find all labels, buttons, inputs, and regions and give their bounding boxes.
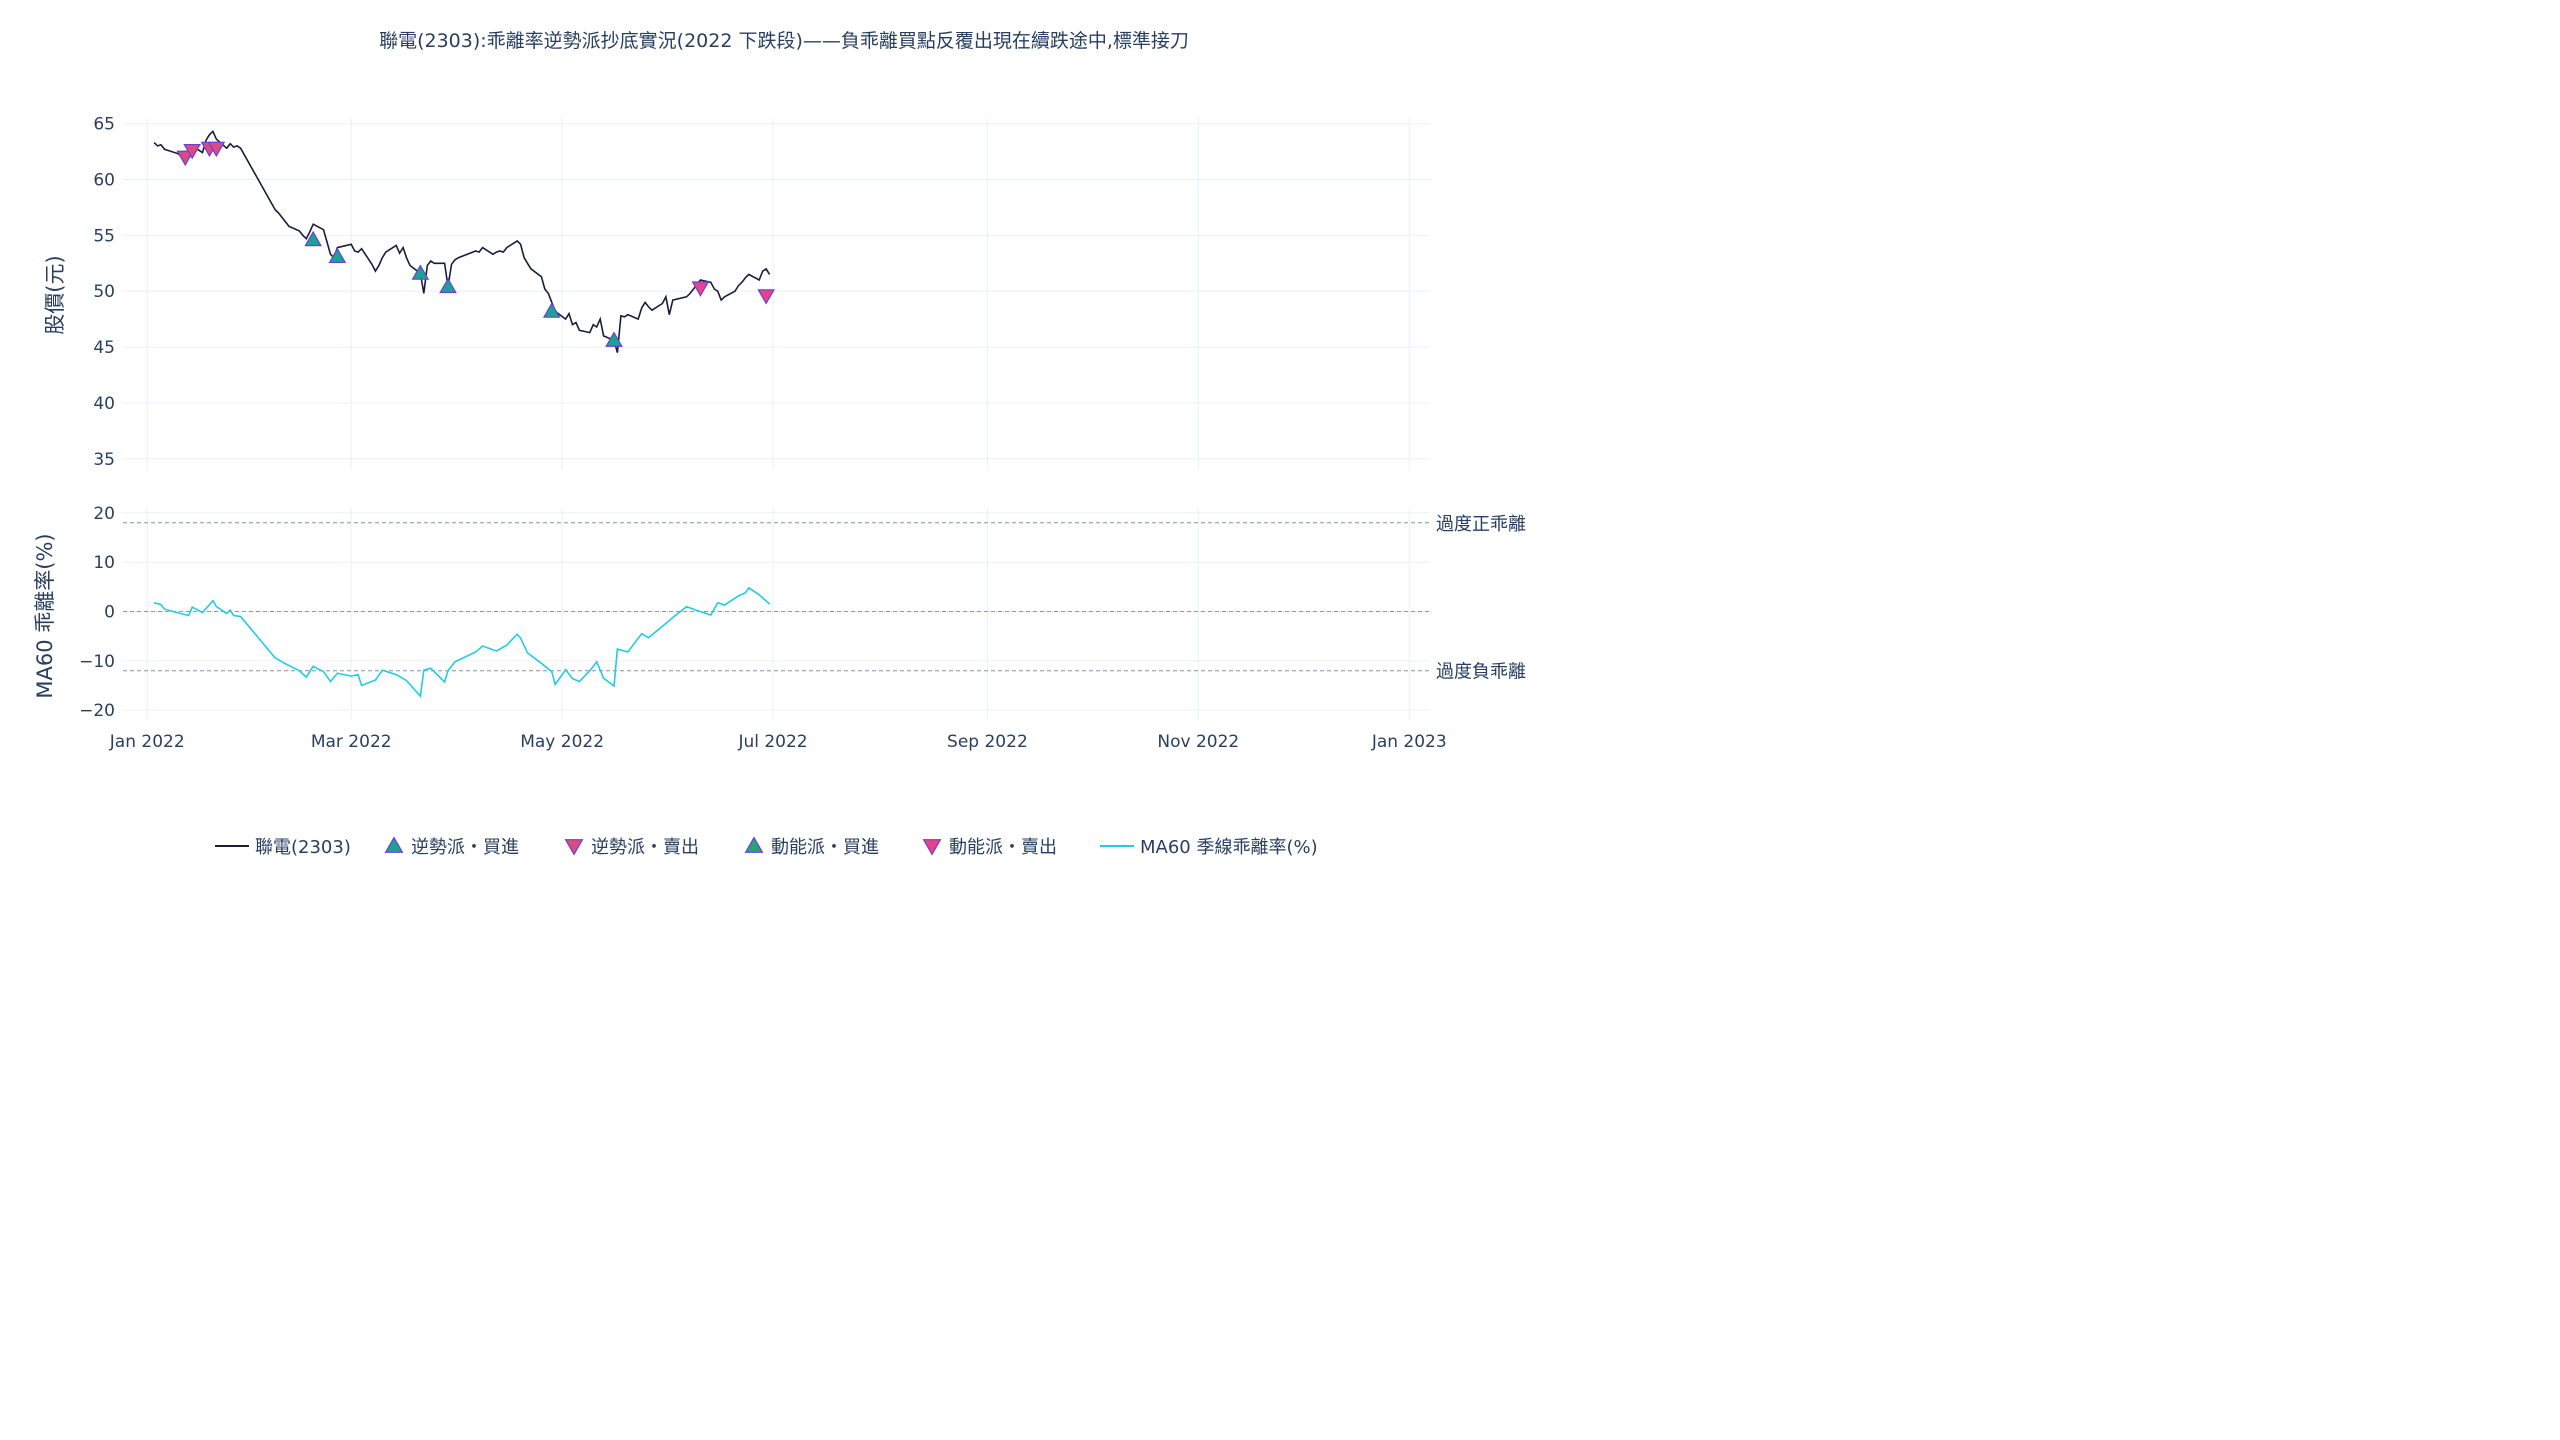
x-axis-ticks: Jan 2022 Mar 2022 May 2022 Jul 2022 Sep 2022… <box>109 732 1447 752</box>
buy-signal-marker <box>411 264 430 280</box>
sell-signal-marker <box>183 143 201 160</box>
x-tick-label: Jul 2022 <box>737 732 807 752</box>
buy-signal-marker <box>542 302 561 318</box>
bias-y-axis-label: MA60 乖離率(%) <box>33 533 57 698</box>
bias-y-tick-label: −20 <box>79 701 115 721</box>
price-signals <box>176 141 775 347</box>
legend-label: 動能派・買進 <box>771 837 879 858</box>
sell-signal-marker <box>691 281 710 297</box>
price-gridlines <box>123 118 1430 470</box>
x-tick-label: Sep 2022 <box>947 732 1028 752</box>
legend-swatch-triangle-down <box>564 839 584 856</box>
legend: 聯電(2303) 逆勢派・買進 逆勢派・賣出 動能派・買進 動能派・賣出 MA60 季線乖… <box>215 836 1318 858</box>
price-series <box>153 130 771 353</box>
x-tick-label: Jan 2023 <box>1371 732 1447 752</box>
chart-title: 聯電(2303):乖離率逆勢派抄底實況(2022 下跌段)——負乖離買點反覆出現… <box>379 30 1189 52</box>
x-tick-label: Jan 2022 <box>109 732 185 752</box>
legend-label: MA60 季線乖離率(%) <box>1140 837 1318 858</box>
price-y-tick-label: 45 <box>93 338 115 358</box>
price-y-tick-label: 40 <box>93 394 115 414</box>
bias-y-tick-label: 10 <box>93 553 115 573</box>
chart-root: 聯電(2303):乖離率逆勢派抄底實況(2022 下跌段)——負乖離買點反覆出現… <box>33 30 1526 858</box>
legend-item: 聯電(2303) <box>215 837 351 858</box>
bias-line <box>153 586 771 699</box>
sell-signal-marker <box>757 289 775 305</box>
price-y-tick-label: 65 <box>93 115 115 135</box>
price-y-tick-label: 55 <box>93 226 115 246</box>
price-panel: 35 40 45 50 55 60 65 股價(元) <box>43 115 1430 470</box>
price-y-axis-label: 股價(元) <box>43 255 67 334</box>
legend-item: 逆勢派・買進 <box>384 836 519 858</box>
reference-line-label: 過度負乖離 <box>1436 662 1526 683</box>
legend-item: 動能派・買進 <box>744 836 879 858</box>
legend-item: 逆勢派・賣出 <box>564 837 699 858</box>
bias-y-tick-label: −10 <box>79 652 115 672</box>
x-tick-label: Nov 2022 <box>1157 732 1239 752</box>
legend-swatch-triangle-up <box>744 836 764 853</box>
legend-label: 逆勢派・買進 <box>411 837 519 858</box>
price-y-ticks: 35 40 45 50 55 60 65 <box>93 115 115 470</box>
sell-signal-marker <box>207 141 226 158</box>
reference-line-label: 過度正乖離 <box>1436 514 1526 535</box>
sell-signal-marker <box>176 150 195 167</box>
price-y-tick-label: 50 <box>93 282 115 302</box>
bias-y-tick-label: 20 <box>93 504 115 524</box>
price-line <box>153 130 771 353</box>
buy-signal-marker <box>304 230 323 247</box>
bias-gridlines <box>123 508 1430 720</box>
price-y-tick-label: 35 <box>93 450 115 470</box>
legend-label: 逆勢派・賣出 <box>591 837 699 858</box>
x-tick-label: May 2022 <box>520 732 604 752</box>
legend-label: 動能派・賣出 <box>949 837 1057 858</box>
legend-label: 聯電(2303) <box>255 837 351 858</box>
x-tick-label: Mar 2022 <box>311 732 392 752</box>
buy-signal-marker <box>605 331 623 347</box>
bias-series <box>153 586 771 699</box>
legend-item: 動能派・賣出 <box>922 837 1057 858</box>
buy-signal-marker <box>439 277 457 294</box>
buy-signal-marker <box>328 247 347 264</box>
legend-swatch-triangle-down <box>922 839 942 856</box>
bias-y-tick-label: 0 <box>104 603 115 623</box>
bias-y-ticks: −20 −10 0 10 20 <box>79 504 115 721</box>
price-y-tick-label: 60 <box>93 170 115 190</box>
legend-item: MA60 季線乖離率(%) <box>1100 837 1318 858</box>
legend-swatch-triangle-up <box>384 836 404 853</box>
